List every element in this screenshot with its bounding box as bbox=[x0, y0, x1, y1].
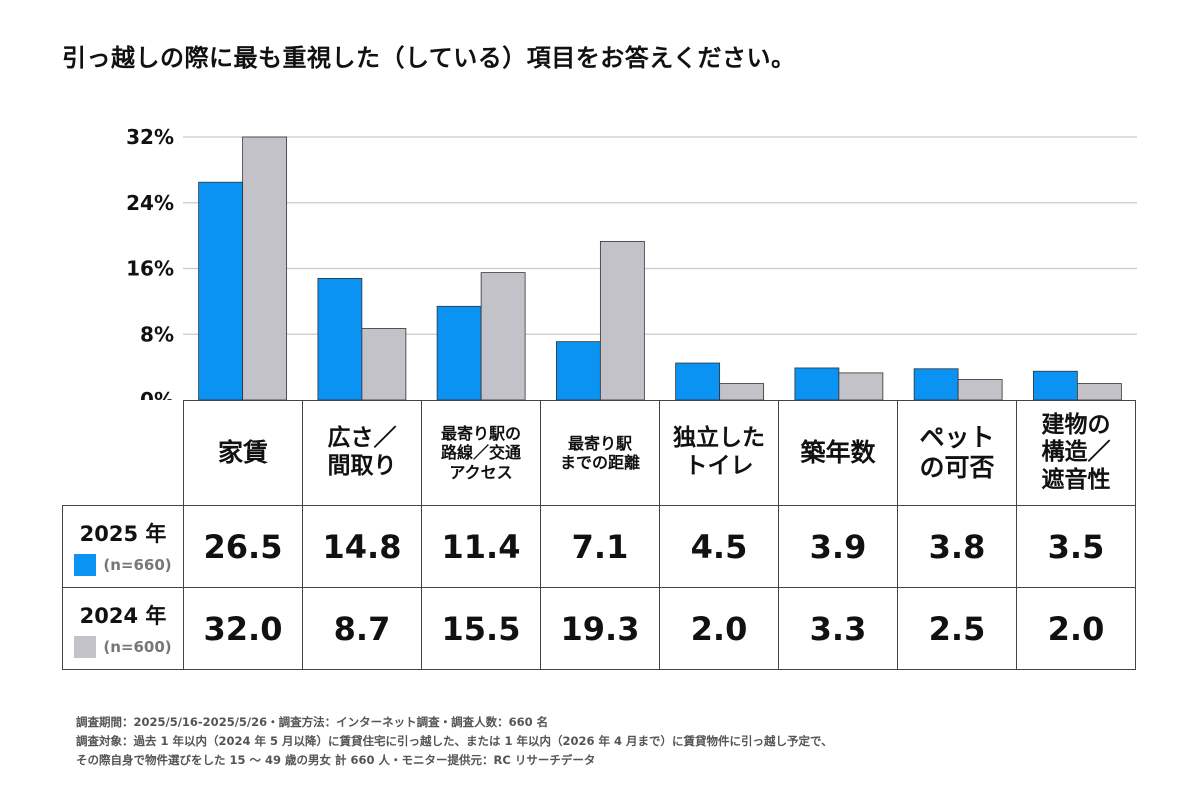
value-cell: 3.5 bbox=[1016, 505, 1136, 588]
value-cell: 3.9 bbox=[778, 505, 898, 588]
sample-size: (n=600) bbox=[103, 637, 172, 656]
category-line: までの距離 bbox=[559, 453, 640, 472]
table-corner bbox=[63, 401, 184, 506]
category-line: ペット bbox=[919, 423, 995, 452]
y-tick-label: 16% bbox=[126, 257, 174, 281]
category-cell: 広さ／ 間取り bbox=[302, 400, 422, 506]
category-line: 最寄り駅 bbox=[567, 433, 632, 453]
category-line: の可否 bbox=[919, 453, 995, 482]
series-name: 2025 年 bbox=[79, 521, 167, 546]
bar-2024 bbox=[1076, 383, 1122, 400]
bar-2025 bbox=[555, 341, 601, 400]
series-row-2025: 2025 年 (n=660) 26.5 14.8 11.4 7.1 4.5 3.… bbox=[62, 505, 1136, 588]
value-cell: 3.3 bbox=[778, 587, 898, 670]
category-line: 構造／ bbox=[1041, 439, 1111, 466]
category-label: 独立した トイレ bbox=[673, 425, 765, 480]
y-tick-label: 8% bbox=[140, 322, 174, 346]
series-row-2024: 2024 年 (n=600) 32.0 8.7 15.5 19.3 2.0 3.… bbox=[62, 587, 1136, 670]
bar-2024 bbox=[480, 272, 526, 400]
value-cell: 14.8 bbox=[302, 505, 422, 588]
bar-chart: 0% 8% 16% 24% 32% bbox=[126, 125, 1137, 400]
value-cell: 32.0 bbox=[183, 587, 303, 670]
bar-2024 bbox=[361, 328, 407, 400]
series-header: 2024 年 (n=600) bbox=[62, 587, 184, 670]
value-cell: 7.1 bbox=[540, 505, 660, 588]
category-cell: 築年数 bbox=[778, 400, 898, 506]
category-line: 遮音性 bbox=[1041, 466, 1111, 493]
y-tick-label: 0% bbox=[140, 388, 174, 400]
legend-item: (n=660) bbox=[64, 553, 183, 576]
bar-2024 bbox=[242, 136, 288, 400]
value-cell: 2.0 bbox=[659, 587, 779, 670]
y-tick-label: 24% bbox=[126, 191, 174, 215]
category-cell: 最寄り駅の 路線／交通 アクセス bbox=[421, 400, 541, 506]
category-line: 間取り bbox=[327, 453, 397, 479]
series-header: 2025 年 (n=660) bbox=[62, 505, 184, 588]
bar-2025 bbox=[675, 362, 721, 400]
category-label: 築年数 bbox=[800, 438, 875, 468]
category-line: 路線／交通 bbox=[440, 443, 521, 463]
category-cell: 最寄り駅 までの距離 bbox=[540, 400, 660, 506]
category-line: 最寄り駅の bbox=[440, 424, 521, 444]
value-cell: 4.5 bbox=[659, 505, 779, 588]
footnote-line: その際自身で物件選びをした 15 ～ 49 歳の男女 計 660 人・モニター提… bbox=[76, 753, 596, 767]
y-axis-ticks: 0% 8% 16% 24% 32% bbox=[126, 125, 174, 400]
category-label: 家賃 bbox=[218, 438, 268, 468]
category-label: 広さ／ 間取り bbox=[328, 425, 397, 480]
y-tick-label: 32% bbox=[126, 125, 174, 149]
value-cell: 15.5 bbox=[421, 587, 541, 670]
value-cell: 2.0 bbox=[1016, 587, 1136, 670]
bar-2025 bbox=[913, 368, 959, 400]
bar-2025 bbox=[436, 305, 482, 400]
category-line: 建物の bbox=[1041, 411, 1111, 438]
bar-2025 bbox=[317, 277, 363, 400]
category-label: 最寄り駅の 路線／交通 アクセス bbox=[441, 424, 521, 482]
category-cell: 家賃 bbox=[183, 400, 303, 506]
bars bbox=[198, 136, 1122, 400]
bar-2025 bbox=[198, 181, 244, 400]
footnote: 調査期間：2025/5/16-2025/5/26・調査方法：インターネット調査・… bbox=[76, 713, 833, 770]
category-line: 広さ／ bbox=[327, 425, 397, 452]
bar-2025 bbox=[794, 367, 840, 400]
footnote-line: 調査対象：過去 1 年以内（2024 年 5 月以降）に賃貸住宅に引っ越した、ま… bbox=[76, 734, 833, 748]
bar-2024 bbox=[957, 379, 1003, 400]
legend-swatch bbox=[74, 635, 97, 658]
bar-2024 bbox=[719, 383, 765, 400]
category-row: 家賃 広さ／ 間取り 最寄り駅の 路線／交通 アクセス 最寄り駅 までの距離 独立したト… bbox=[63, 400, 1136, 506]
bar-2025 bbox=[1032, 370, 1078, 400]
category-line: 独立した bbox=[673, 425, 765, 452]
data-table: 家賃 広さ／ 間取り 最寄り駅の 路線／交通 アクセス 最寄り駅 までの距離 独立したト… bbox=[62, 400, 1136, 670]
category-line: トイレ bbox=[684, 453, 754, 479]
category-line: 築年数 bbox=[800, 438, 876, 467]
chart-title: 引っ越しの際に最も重視した（している）項目をお答えください。 bbox=[62, 44, 796, 72]
value-cell: 11.4 bbox=[421, 505, 541, 588]
category-label: 建物の 構造／ 遮音性 bbox=[1042, 412, 1111, 495]
category-label: 最寄り駅 までの距離 bbox=[560, 434, 640, 472]
value-cell: 8.7 bbox=[302, 587, 422, 670]
value-cell: 26.5 bbox=[183, 505, 303, 588]
category-label: ペット の可否 bbox=[919, 423, 994, 483]
category-line: アクセス bbox=[449, 462, 513, 482]
sample-size: (n=660) bbox=[103, 555, 172, 574]
value-cell: 3.8 bbox=[897, 505, 1017, 588]
value-cell: 19.3 bbox=[540, 587, 660, 670]
legend-swatch bbox=[74, 553, 97, 576]
bar-2024 bbox=[838, 372, 884, 400]
category-cell: 独立した トイレ bbox=[659, 400, 779, 506]
legend-item: (n=600) bbox=[64, 635, 183, 658]
series-name: 2024 年 bbox=[79, 603, 167, 628]
category-cell: 建物の 構造／ 遮音性 bbox=[1016, 400, 1136, 506]
category-line: 家賃 bbox=[217, 438, 268, 467]
value-cell: 2.5 bbox=[897, 587, 1017, 670]
bar-2024 bbox=[599, 240, 645, 400]
category-cell: ペット の可否 bbox=[897, 400, 1017, 506]
footnote-line: 調査期間：2025/5/16-2025/5/26・調査方法：インターネット調査・… bbox=[76, 715, 549, 729]
